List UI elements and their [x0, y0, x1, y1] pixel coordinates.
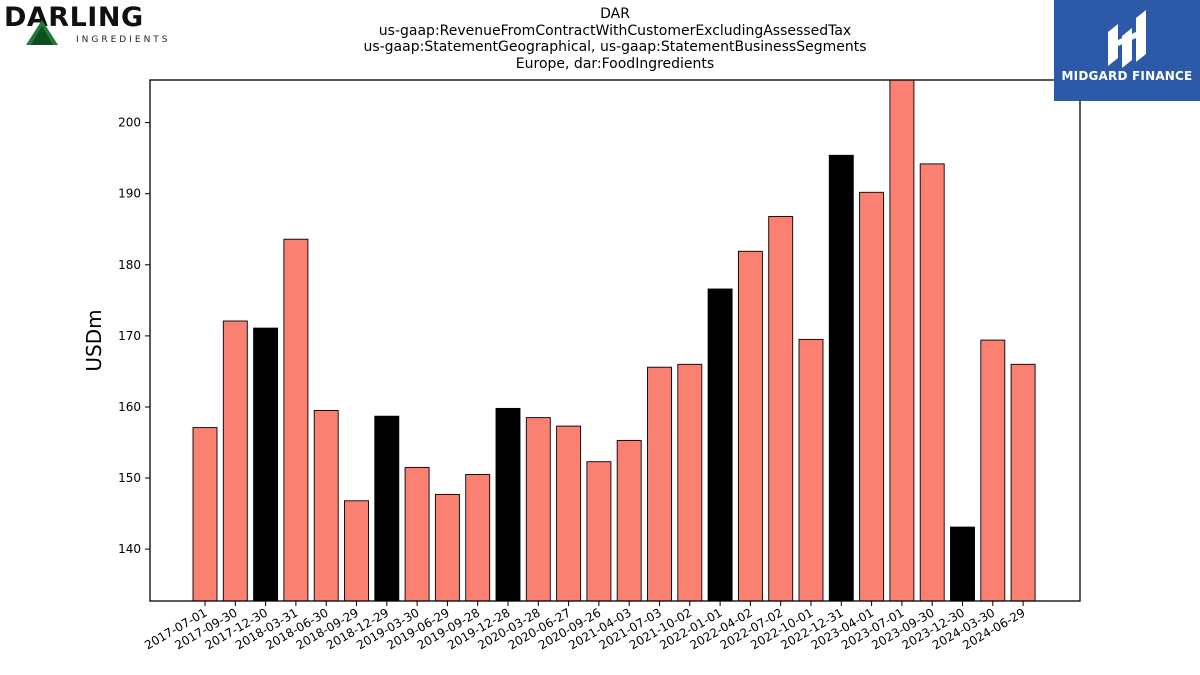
y-axis: 140 150 160 170 180 190 200 [118, 116, 150, 556]
y-tick-label: 150 [118, 471, 141, 485]
bar [1010, 363, 1036, 601]
triangle-mark-icon [26, 20, 58, 45]
bar [313, 410, 339, 601]
bar [283, 238, 309, 601]
bar [980, 339, 1006, 601]
bar [616, 439, 642, 601]
bar [889, 80, 915, 601]
bar [647, 366, 672, 601]
y-tick-label: 180 [118, 258, 141, 272]
bar [374, 415, 400, 601]
midgard-mark-icon [1108, 10, 1146, 68]
bar [859, 191, 885, 601]
midgard-finance-logo: MIDGARD FINANCE [1054, 0, 1200, 101]
bar [586, 461, 612, 601]
bar [556, 425, 582, 601]
y-axis-label: USDm [82, 309, 106, 371]
bar [495, 407, 521, 601]
y-tick-label: 200 [118, 116, 141, 130]
darling-logo-sub: INGREDIENTS [76, 35, 171, 45]
title-line-members: Europe, dar:FoodIngredients [515, 55, 715, 72]
chart-title: DAR us-gaap:RevenueFromContractWithCusto… [315, 6, 915, 72]
bar [192, 427, 218, 601]
title-line-axes: us-gaap:StatementGeographical, us-gaap:S… [363, 39, 867, 55]
darling-logo-word: DARLING [4, 2, 144, 33]
bar [253, 327, 279, 601]
bar [798, 338, 824, 601]
bar [737, 250, 763, 601]
bar [222, 320, 248, 601]
title-line-ticker: DAR [600, 6, 630, 22]
bar [828, 154, 854, 601]
x-axis: 2017-07-012017-09-302017-12-302018-03-31… [142, 601, 1028, 652]
bar [465, 474, 491, 601]
y-tick-label: 140 [118, 542, 141, 556]
bar [404, 466, 430, 601]
y-tick-label: 190 [118, 187, 141, 201]
bar [677, 363, 703, 601]
bars-group [192, 80, 1036, 601]
bar [434, 493, 460, 601]
y-tick-label: 160 [118, 400, 141, 414]
y-tick-label: 170 [118, 329, 141, 343]
bar [919, 163, 945, 601]
midgard-logo-word: MIDGARD FINANCE [1061, 69, 1193, 83]
bar [525, 417, 551, 601]
bar [707, 288, 733, 601]
bar [344, 500, 369, 601]
bar [950, 526, 975, 601]
title-line-concept: us-gaap:RevenueFromContractWithCustomerE… [378, 22, 852, 39]
plot-frame [149, 79, 1081, 602]
darling-ingredients-logo: DARLING INGREDIENTS [4, 2, 174, 48]
bar [768, 216, 794, 601]
